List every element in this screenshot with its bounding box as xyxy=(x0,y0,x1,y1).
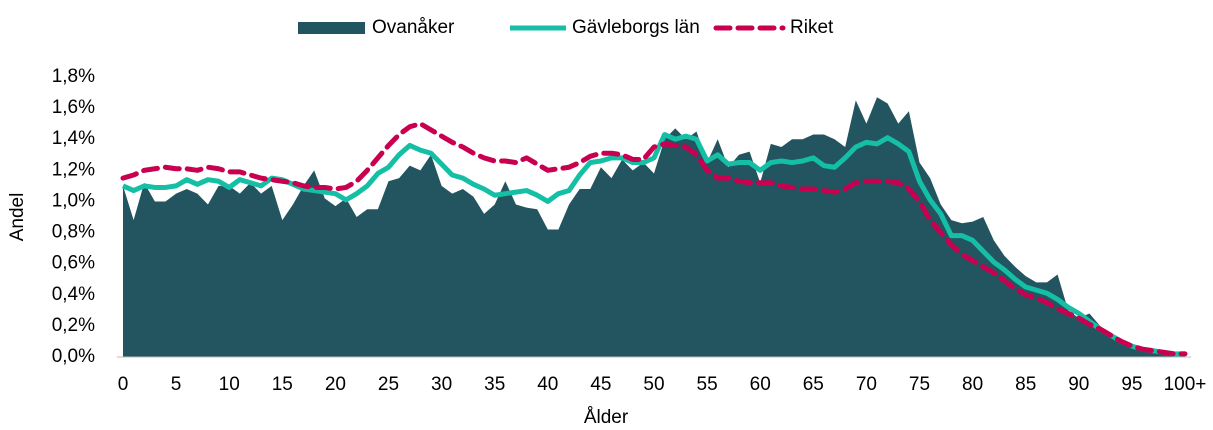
y-tick-label: 0,4% xyxy=(52,284,95,305)
x-tick-label: 65 xyxy=(803,374,824,395)
y-tick-label: 0,8% xyxy=(52,222,95,243)
x-tick-label: 45 xyxy=(590,374,611,395)
x-tick-label: 70 xyxy=(856,374,877,395)
legend-swatch xyxy=(298,22,365,34)
x-tick-label: 85 xyxy=(1015,374,1036,395)
x-tick-label: 100+ xyxy=(1164,374,1207,395)
x-tick-label: 80 xyxy=(962,374,983,395)
y-axis-label: Andel xyxy=(7,193,28,242)
x-tick-label: 35 xyxy=(484,374,505,395)
y-tick-label: 1,4% xyxy=(52,128,95,149)
x-tick-label: 40 xyxy=(537,374,558,395)
y-tick-label: 1,6% xyxy=(52,97,95,118)
line xyxy=(120,121,1188,357)
y-tick-label: 0,6% xyxy=(52,253,95,274)
y-tick-label: 1,0% xyxy=(52,190,95,211)
x-tick-label: 0 xyxy=(118,374,129,395)
x-tick-label: 20 xyxy=(325,374,346,395)
y-tick-label: 0,2% xyxy=(52,315,95,336)
x-tick-label: 55 xyxy=(697,374,718,395)
y-tick-label: 0,0% xyxy=(52,346,95,367)
area xyxy=(123,97,1185,357)
legend-label: Ovanåker xyxy=(372,17,455,38)
x-tick-label: 5 xyxy=(171,374,182,395)
x-tick-label: 95 xyxy=(1121,374,1142,395)
y-tick-label: 1,8% xyxy=(52,66,95,87)
x-axis-label: Ålder xyxy=(584,407,629,428)
x-tick-label: 25 xyxy=(378,374,399,395)
legend-label: Riket xyxy=(790,17,834,38)
x-tick-label: 10 xyxy=(219,374,240,395)
x-tick-label: 90 xyxy=(1068,374,1089,395)
x-tick-label: 50 xyxy=(643,374,664,395)
legend-label: Gävleborgs län xyxy=(572,17,700,38)
x-tick-label: 30 xyxy=(431,374,452,395)
x-tick-label: 15 xyxy=(272,374,293,395)
x-tick-label: 75 xyxy=(909,374,930,395)
x-tick-label: 60 xyxy=(750,374,771,395)
y-tick-label: 1,2% xyxy=(52,159,95,180)
